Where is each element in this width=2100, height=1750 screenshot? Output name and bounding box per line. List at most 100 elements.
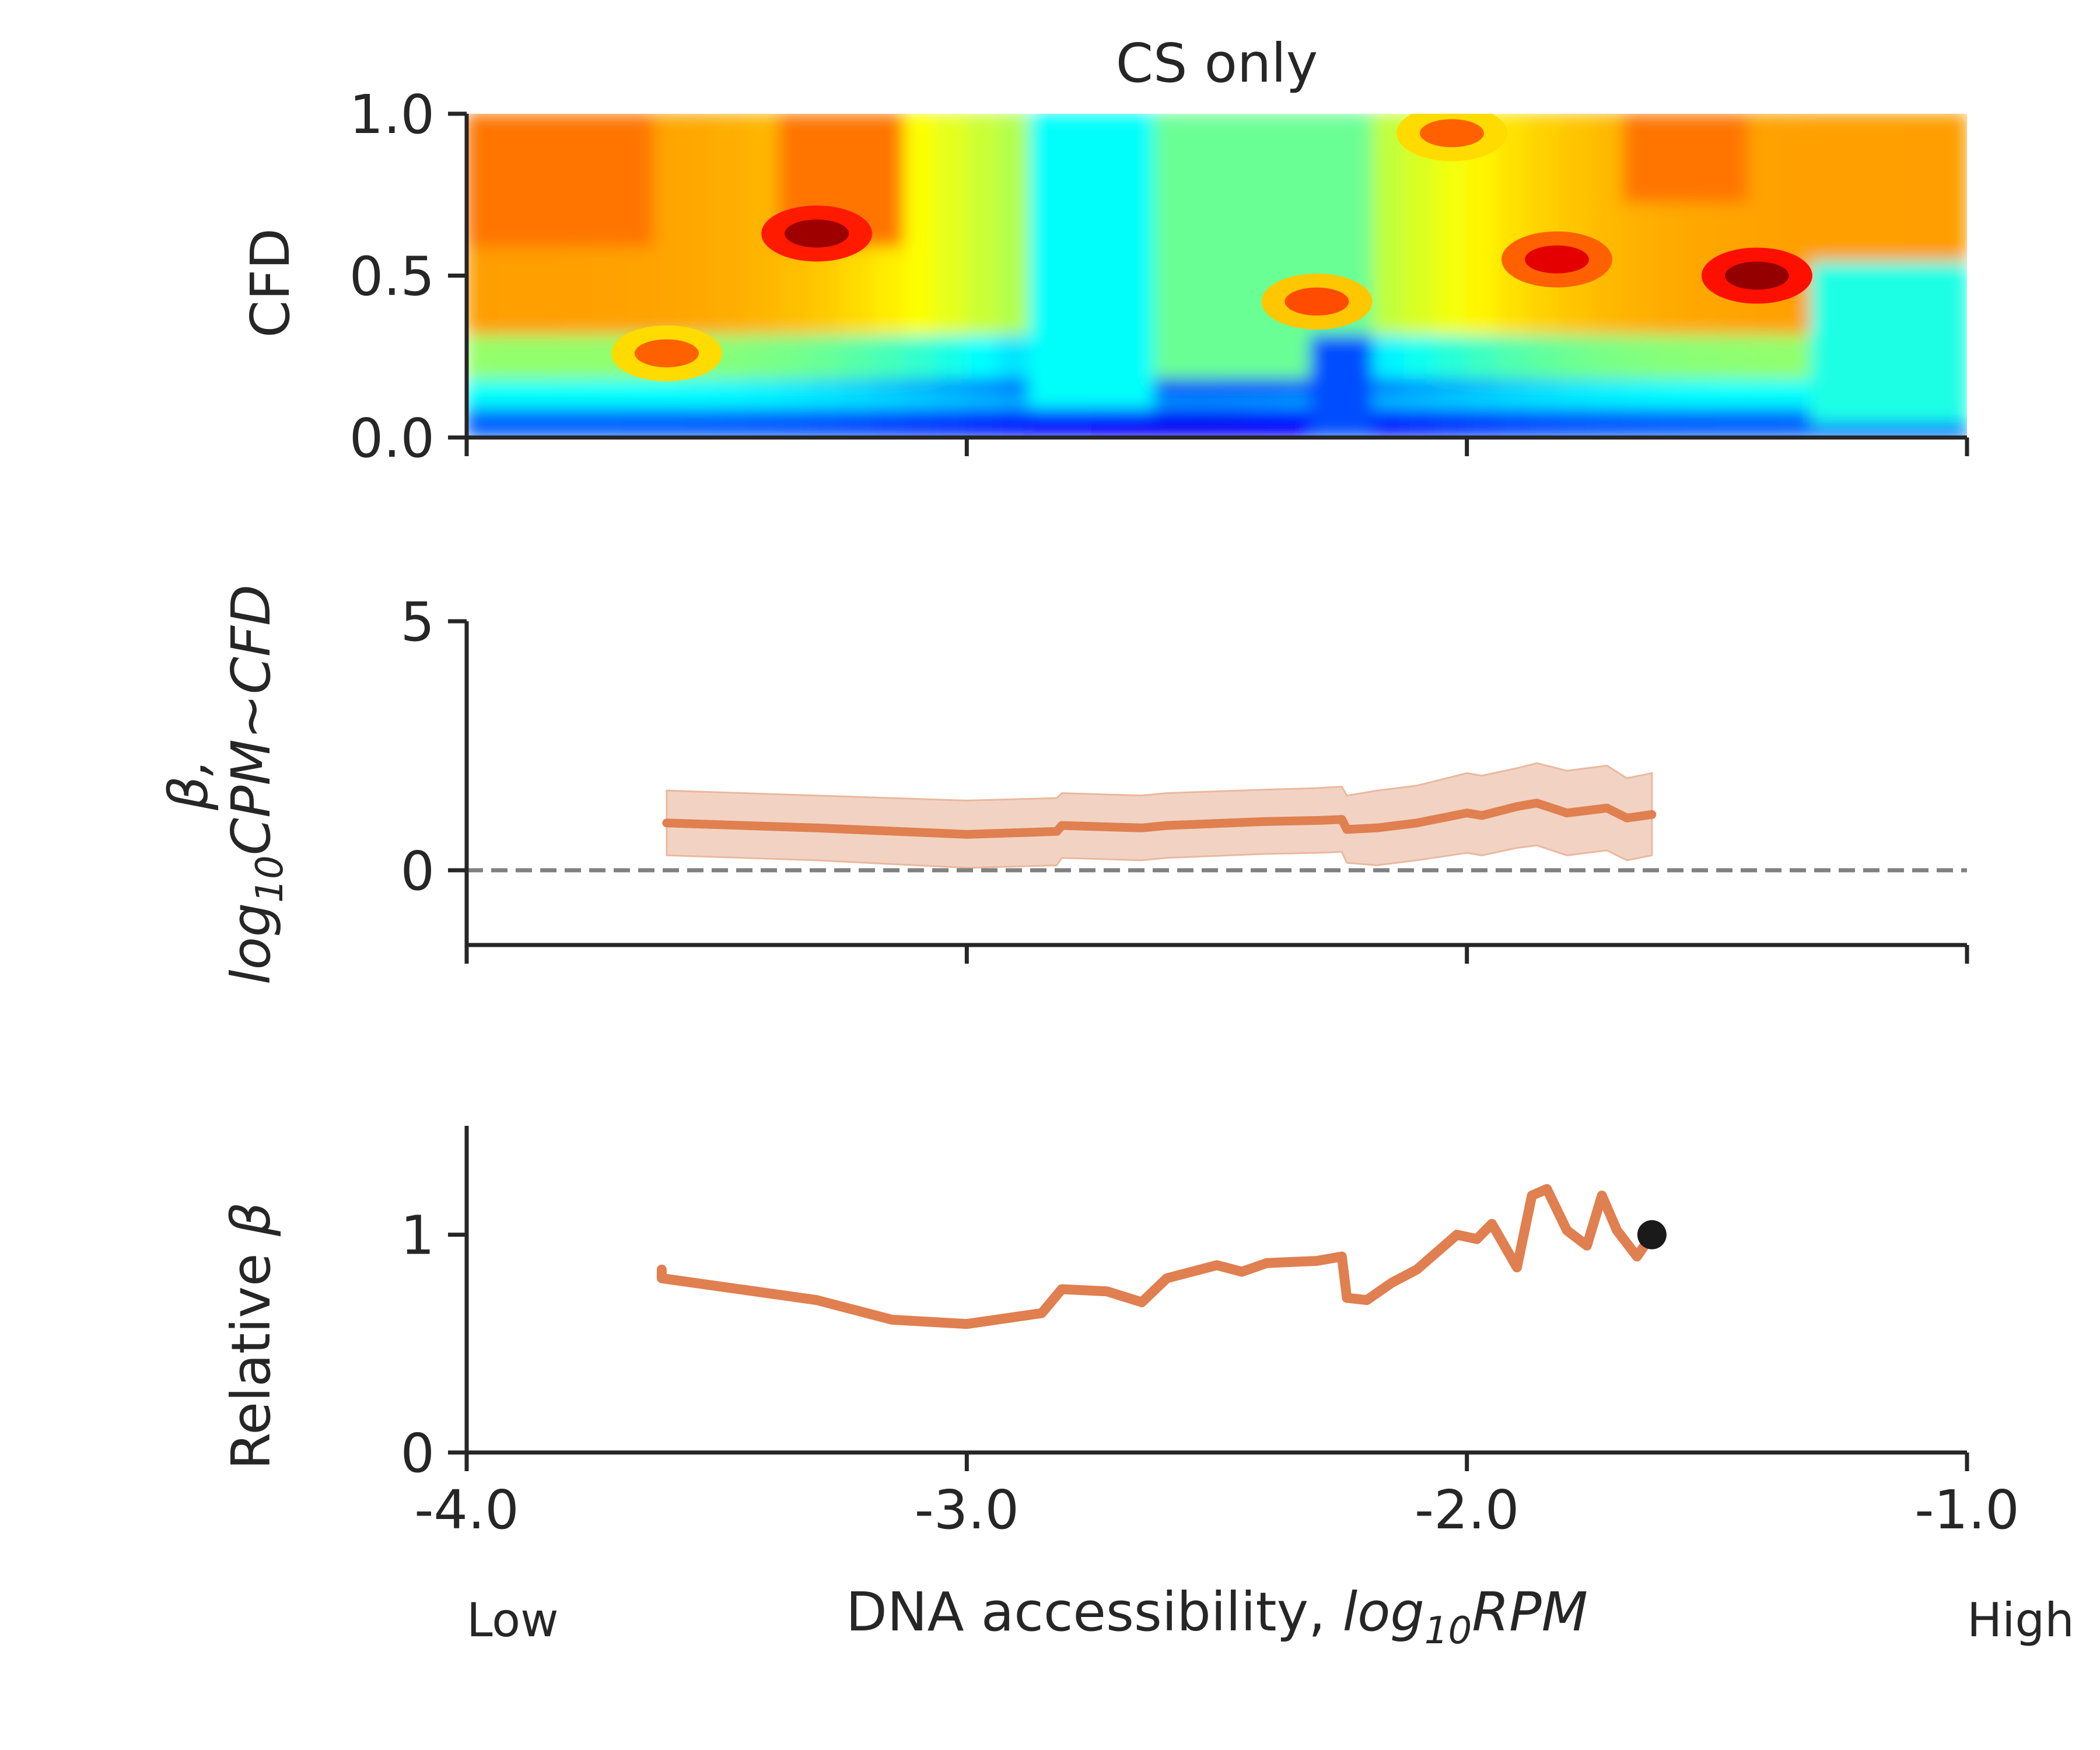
heatmap-cell	[1591, 378, 1624, 394]
heatmap-cell	[1841, 304, 1874, 321]
heatmap-cell	[841, 260, 874, 276]
heatmap-cell	[1779, 128, 1812, 144]
heatmap-cell	[1935, 187, 1967, 203]
heatmap-cell	[1310, 187, 1343, 203]
heatmap-cell	[1060, 128, 1093, 144]
heatmap-cell	[1153, 230, 1186, 247]
heatmap-cell	[1903, 246, 1937, 262]
heatmap-cell	[1528, 319, 1562, 335]
x-axis-label: DNA accessibility, log10RPM	[846, 1581, 1588, 1653]
heatmap-cell	[1028, 142, 1062, 159]
heatmap-cell	[1685, 363, 1718, 380]
heatmap-cell	[1841, 407, 1874, 424]
heatmap-cell	[559, 114, 593, 130]
heatmap-cell	[1747, 393, 1780, 409]
heatmap-cell	[1028, 378, 1062, 394]
heatmap-cell	[1153, 260, 1186, 276]
heatmap-cell	[1435, 289, 1468, 306]
heatmap-cell	[1622, 187, 1656, 203]
heatmap-cell	[1153, 187, 1186, 203]
heatmap-cell	[1841, 201, 1874, 218]
heatmap-cell	[1873, 393, 1905, 409]
heatmap-cell	[1497, 172, 1530, 188]
heatmap-cell	[1091, 142, 1124, 159]
heatmap-cell	[528, 422, 561, 438]
heatmap-cell	[1122, 260, 1155, 276]
heatmap-cell	[997, 157, 1030, 173]
heatmap-cell	[1310, 128, 1343, 144]
heatmap-cell	[778, 334, 811, 350]
heatmap-cell	[622, 393, 655, 409]
heatmap-cell	[872, 422, 905, 438]
heatmap-cell	[935, 230, 968, 247]
heatmap-cell	[1497, 304, 1530, 321]
heatmap-cell	[1654, 201, 1686, 218]
heatmap-cell	[841, 114, 874, 130]
heatmap-panel: CS only 0.0 0.5 1.0 CFD	[239, 32, 1969, 470]
heatmap-cell	[935, 363, 968, 380]
heatmap-cell	[1779, 114, 1812, 130]
heatmap-cell	[1028, 114, 1062, 130]
heatmap-cell	[1279, 246, 1311, 262]
heatmap-cell	[1779, 378, 1812, 394]
heatmap-cell	[935, 142, 968, 159]
heatmap-cell	[1122, 304, 1155, 321]
heatmap-cell	[997, 260, 1030, 276]
heatmap-cell	[1622, 334, 1656, 350]
heatmap-cell	[1810, 393, 1843, 409]
heatmap-cell	[1216, 230, 1249, 247]
heatmap-cell	[1810, 216, 1843, 232]
heatmap-cell	[1935, 172, 1967, 188]
heatmap-cell	[997, 114, 1030, 130]
heatmap-cell	[747, 157, 780, 173]
heatmap-cell	[778, 407, 811, 424]
heatmap-cell	[747, 172, 780, 188]
heatmap-cell	[528, 201, 561, 218]
heatmap-cell	[1654, 246, 1686, 262]
relative-beta-ylabel: Relative β	[220, 1202, 282, 1470]
heatmap-cell	[1903, 378, 1937, 394]
heatmap-cell	[1028, 275, 1062, 291]
heatmap-cell	[1216, 407, 1249, 424]
heatmap-cell	[1216, 393, 1249, 409]
heatmap-cell	[1747, 157, 1780, 173]
heatmap-cell	[1404, 422, 1437, 438]
heatmap-cell	[467, 230, 499, 247]
heatmap-cell	[467, 304, 499, 321]
heatmap-cell	[1435, 348, 1468, 365]
heatmap-cell	[716, 393, 749, 409]
heatmap-cell	[1497, 334, 1530, 350]
heatmap-cell	[1779, 172, 1812, 188]
heatmap-cell	[622, 289, 655, 306]
heatmap-cell	[1873, 319, 1905, 335]
heatmap-cell	[747, 422, 780, 438]
heatmap-cell	[1685, 348, 1718, 365]
heatmap-cell	[1841, 114, 1874, 130]
heatmap-cell	[1341, 201, 1374, 218]
heatmap-cell	[716, 407, 749, 424]
heatmap-cell	[966, 142, 999, 159]
heatmap-cell	[1747, 319, 1780, 335]
heatmap-cell	[716, 201, 749, 218]
heatmap-cell	[467, 172, 499, 188]
heatmap-cell	[1122, 246, 1155, 262]
heatmap-cell	[622, 114, 655, 130]
heatmap-cell	[1497, 407, 1530, 424]
heatmap-cell	[1279, 378, 1311, 394]
heatmap-cell	[1466, 348, 1499, 365]
heatmap-cell	[1091, 128, 1124, 144]
xlabel-unit: RPM	[1472, 1581, 1588, 1643]
heatmap-cell	[1185, 407, 1217, 424]
heatmap-cell	[716, 142, 749, 159]
heatmap-cell	[1497, 216, 1530, 232]
heatmap-cell	[1810, 348, 1843, 365]
heatmap-cell	[1028, 216, 1062, 232]
heatmap-cell	[1622, 172, 1656, 188]
heatmap-cell	[1153, 216, 1186, 232]
heatmap-cell	[1810, 201, 1843, 218]
heatmap-cell	[966, 319, 999, 335]
heatmap-cell	[904, 187, 936, 203]
heatmap-cell	[685, 246, 718, 262]
heatmap-cell	[1873, 230, 1905, 247]
heatmap-cell	[1060, 275, 1093, 291]
